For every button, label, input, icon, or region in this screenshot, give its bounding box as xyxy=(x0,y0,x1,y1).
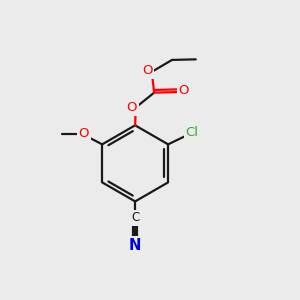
Text: C: C xyxy=(131,211,139,224)
Text: Cl: Cl xyxy=(185,126,198,139)
Text: O: O xyxy=(79,127,89,140)
Text: O: O xyxy=(178,84,189,97)
Text: O: O xyxy=(126,101,137,114)
Text: O: O xyxy=(142,64,153,77)
Text: N: N xyxy=(129,238,141,253)
